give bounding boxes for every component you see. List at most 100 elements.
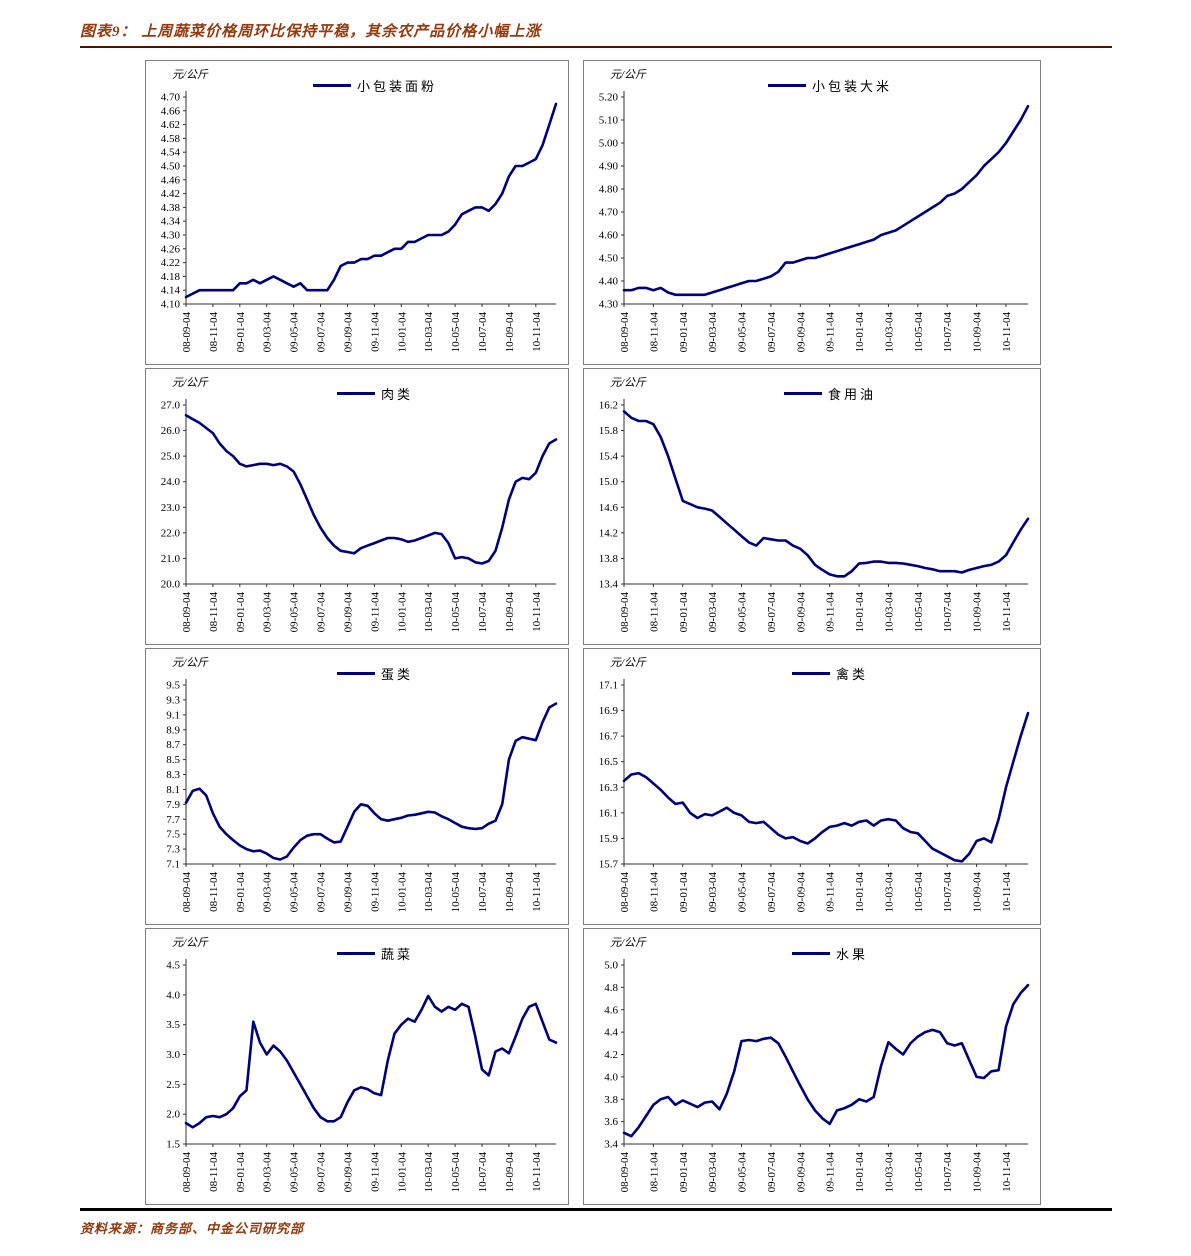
svg-text:15.0: 15.0 (599, 476, 619, 488)
chart-panel-meat: 元/公斤 肉类 20.0 21.0 22.0 23.0 24.0 25.0 26.0 27.0… (145, 368, 569, 645)
legend-line-swatch (312, 84, 351, 87)
legend-series-label: 小包装面粉 (356, 79, 437, 94)
y-axis-unit-label: 元/公斤 (610, 657, 647, 669)
y-axis-unit-label: 元/公斤 (610, 377, 647, 389)
svg-text:10-01-04: 10-01-04 (396, 312, 408, 353)
charts-grid: 元/公斤 小包装面粉 4.10 4.14 4.18 4.22 4.26 4.30 4.34 4… (145, 60, 1041, 1205)
svg-text:10-09-04: 10-09-04 (504, 872, 516, 913)
svg-text:26.0: 26.0 (161, 425, 181, 437)
svg-text:4.22: 4.22 (161, 257, 180, 269)
svg-text:09-11-04: 09-11-04 (825, 1152, 837, 1192)
svg-text:10-11-04: 10-11-04 (1001, 592, 1013, 632)
svg-text:10-05-04: 10-05-04 (913, 312, 925, 353)
svg-text:10-07-04: 10-07-04 (477, 312, 489, 353)
legend-series-label: 水果 (835, 947, 868, 962)
svg-text:09-03-04: 09-03-04 (262, 1152, 274, 1193)
legend: 小包装大米 (584, 76, 1040, 95)
svg-text:09-09-04: 09-09-04 (795, 1152, 807, 1193)
svg-text:10-07-04: 10-07-04 (477, 872, 489, 913)
svg-text:10-05-04: 10-05-04 (913, 592, 925, 633)
svg-text:09-01-04: 09-01-04 (678, 1152, 690, 1193)
svg-text:4.90: 4.90 (599, 161, 619, 173)
chart-panel-flour: 元/公斤 小包装面粉 4.10 4.14 4.18 4.22 4.26 4.30 4.34 4… (145, 60, 569, 365)
svg-text:4.14: 4.14 (161, 285, 181, 297)
svg-text:08-11-04: 08-11-04 (648, 1152, 660, 1192)
chart-panel-poultry: 元/公斤 禽类 15.7 15.9 16.1 16.3 16.5 16.7 16.9 17.1… (583, 648, 1041, 925)
svg-text:10-01-04: 10-01-04 (854, 872, 866, 913)
svg-text:08-09-04: 08-09-04 (181, 872, 193, 913)
svg-text:10-07-04: 10-07-04 (942, 312, 954, 353)
svg-text:15.8: 15.8 (599, 425, 619, 437)
legend: 蛋类 (146, 664, 568, 683)
svg-text:4.18: 4.18 (161, 271, 181, 283)
svg-text:09-09-04: 09-09-04 (342, 1152, 354, 1193)
svg-text:4.5: 4.5 (166, 960, 180, 972)
svg-text:10-01-04: 10-01-04 (854, 312, 866, 353)
svg-text:09-07-04: 09-07-04 (766, 312, 778, 353)
legend-line-swatch (336, 952, 375, 955)
legend: 食用油 (584, 384, 1040, 403)
svg-text:10-03-04: 10-03-04 (423, 872, 435, 913)
svg-text:16.3: 16.3 (599, 782, 619, 794)
svg-text:5.10: 5.10 (599, 115, 619, 127)
svg-text:09-11-04: 09-11-04 (825, 592, 837, 632)
svg-text:10-11-04: 10-11-04 (531, 592, 543, 632)
svg-text:09-09-04: 09-09-04 (342, 872, 354, 913)
svg-text:4.38: 4.38 (161, 202, 181, 214)
svg-text:10-11-04: 10-11-04 (1001, 1152, 1013, 1192)
svg-text:10-01-04: 10-01-04 (396, 592, 408, 633)
svg-text:16.7: 16.7 (599, 731, 619, 743)
line-plot: 15.7 15.9 16.1 16.3 16.5 16.7 16.9 17.1 08-09-04… (584, 649, 1040, 924)
svg-text:8.1: 8.1 (166, 784, 180, 796)
svg-text:09-01-04: 09-01-04 (235, 872, 247, 913)
svg-text:08-09-04: 08-09-04 (181, 312, 193, 353)
figure-title: 图表9： 上周蔬菜价格周环比保持平稳，其余农产品价格小幅上涨 (80, 24, 542, 40)
svg-text:09-05-04: 09-05-04 (289, 592, 301, 633)
svg-text:16.1: 16.1 (599, 807, 618, 819)
line-plot: 20.0 21.0 22.0 23.0 24.0 25.0 26.0 27.0 08-09-04… (146, 369, 568, 644)
source-block: 资料来源：商务部、中金公司研究部 (80, 1208, 1112, 1238)
svg-text:10-01-04: 10-01-04 (854, 592, 866, 633)
svg-text:09-07-04: 09-07-04 (316, 1152, 328, 1193)
legend-series-label: 蔬菜 (380, 947, 413, 962)
svg-text:09-05-04: 09-05-04 (289, 312, 301, 353)
svg-text:09-01-04: 09-01-04 (678, 312, 690, 353)
svg-text:10-09-04: 10-09-04 (972, 872, 984, 913)
svg-text:08-11-04: 08-11-04 (208, 872, 220, 912)
svg-text:4.0: 4.0 (166, 989, 180, 1001)
svg-text:10-01-04: 10-01-04 (396, 872, 408, 913)
legend-line-swatch (767, 84, 806, 87)
svg-text:10-03-04: 10-03-04 (883, 1152, 895, 1193)
svg-text:09-09-04: 09-09-04 (342, 592, 354, 633)
svg-text:10-01-04: 10-01-04 (854, 1152, 866, 1193)
svg-text:09-01-04: 09-01-04 (678, 592, 690, 633)
svg-text:9.5: 9.5 (166, 680, 180, 692)
chart-panel-edible-oil: 元/公斤 食用油 13.4 13.8 14.2 14.6 15.0 15.4 15.8 16.… (583, 368, 1041, 645)
svg-text:8.3: 8.3 (166, 769, 180, 781)
svg-text:3.6: 3.6 (604, 1116, 618, 1128)
svg-text:7.3: 7.3 (166, 844, 180, 856)
legend-line-swatch (783, 392, 822, 395)
svg-text:10-09-04: 10-09-04 (504, 1152, 516, 1193)
line-plot: 1.5 2.0 2.5 3.0 3.5 4.0 4.5 08-09-04 08-11-04 09-… (146, 929, 568, 1204)
svg-text:10-05-04: 10-05-04 (913, 1152, 925, 1193)
legend-series-label: 肉类 (380, 387, 413, 402)
svg-text:4.34: 4.34 (161, 216, 181, 228)
svg-text:09-09-04: 09-09-04 (342, 312, 354, 353)
svg-text:09-07-04: 09-07-04 (766, 592, 778, 633)
svg-text:10-07-04: 10-07-04 (477, 1152, 489, 1193)
svg-text:4.10: 4.10 (161, 299, 181, 311)
svg-text:10-05-04: 10-05-04 (450, 1152, 462, 1193)
svg-text:4.50: 4.50 (599, 253, 619, 265)
svg-text:09-05-04: 09-05-04 (737, 592, 749, 633)
svg-text:9.3: 9.3 (166, 694, 180, 706)
svg-text:10-03-04: 10-03-04 (423, 1152, 435, 1193)
svg-text:8.5: 8.5 (166, 754, 180, 766)
svg-text:2.0: 2.0 (166, 1109, 180, 1121)
svg-text:7.5: 7.5 (166, 829, 180, 841)
line-plot: 3.4 3.6 3.8 4.0 4.2 4.4 4.6 4.8 5.0 08-09-04 08-11… (584, 929, 1040, 1204)
svg-text:09-07-04: 09-07-04 (766, 1152, 778, 1193)
svg-text:10-03-04: 10-03-04 (423, 312, 435, 353)
legend-series-label: 蛋类 (380, 667, 413, 682)
svg-text:14.6: 14.6 (599, 502, 619, 514)
